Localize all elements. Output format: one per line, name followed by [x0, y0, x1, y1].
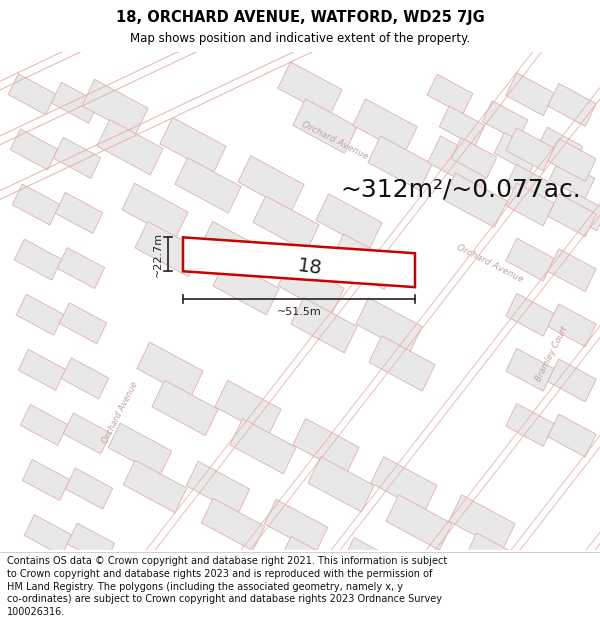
Polygon shape — [183, 238, 415, 287]
Polygon shape — [215, 381, 281, 436]
Polygon shape — [264, 499, 328, 552]
Polygon shape — [137, 342, 203, 398]
Polygon shape — [22, 459, 70, 501]
Polygon shape — [369, 336, 435, 391]
Text: 18: 18 — [296, 256, 323, 278]
Polygon shape — [548, 249, 596, 292]
Polygon shape — [238, 156, 304, 211]
Polygon shape — [439, 106, 485, 146]
Polygon shape — [428, 136, 492, 191]
Polygon shape — [122, 183, 188, 239]
Polygon shape — [201, 498, 265, 551]
Text: 18, ORCHARD AVENUE, WATFORD, WD25 7JG: 18, ORCHARD AVENUE, WATFORD, WD25 7JG — [116, 11, 484, 26]
Text: Contains OS data © Crown copyright and database right 2021. This information is : Contains OS data © Crown copyright and d… — [7, 556, 448, 618]
Polygon shape — [14, 239, 62, 280]
Polygon shape — [67, 523, 115, 564]
Polygon shape — [291, 298, 357, 353]
Polygon shape — [61, 358, 109, 399]
Polygon shape — [342, 538, 406, 590]
Polygon shape — [506, 238, 554, 281]
Polygon shape — [55, 192, 103, 234]
Polygon shape — [443, 173, 507, 228]
Text: ~51.5m: ~51.5m — [277, 308, 322, 318]
Polygon shape — [18, 349, 66, 391]
Polygon shape — [386, 495, 452, 550]
Polygon shape — [506, 183, 554, 226]
Polygon shape — [549, 159, 595, 199]
Polygon shape — [63, 413, 111, 454]
Polygon shape — [435, 612, 499, 625]
Polygon shape — [160, 118, 226, 172]
Polygon shape — [506, 404, 554, 446]
Polygon shape — [10, 129, 58, 170]
Polygon shape — [53, 138, 101, 178]
Polygon shape — [253, 196, 319, 251]
Polygon shape — [65, 468, 113, 509]
Polygon shape — [371, 457, 437, 512]
Polygon shape — [353, 99, 417, 153]
Polygon shape — [293, 99, 357, 153]
Polygon shape — [152, 381, 218, 436]
Polygon shape — [186, 461, 250, 514]
Polygon shape — [123, 460, 187, 512]
Polygon shape — [97, 119, 163, 175]
Text: Map shows position and indicative extent of the property.: Map shows position and indicative extent… — [130, 32, 470, 45]
Polygon shape — [506, 348, 554, 391]
Polygon shape — [368, 136, 432, 191]
Polygon shape — [548, 304, 596, 347]
Polygon shape — [16, 294, 64, 335]
Polygon shape — [230, 419, 296, 474]
Polygon shape — [482, 101, 528, 141]
Text: Orchard Avenue: Orchard Avenue — [101, 380, 139, 444]
Polygon shape — [59, 302, 107, 344]
Polygon shape — [451, 138, 497, 178]
Polygon shape — [279, 536, 343, 589]
Polygon shape — [357, 574, 421, 625]
Polygon shape — [548, 414, 596, 457]
Polygon shape — [82, 79, 148, 134]
Polygon shape — [494, 132, 540, 173]
Polygon shape — [506, 293, 554, 336]
Text: ~312m²/~0.077ac.: ~312m²/~0.077ac. — [340, 177, 581, 202]
Polygon shape — [213, 259, 279, 315]
Polygon shape — [308, 457, 374, 512]
Polygon shape — [548, 83, 596, 126]
Polygon shape — [293, 419, 359, 474]
Polygon shape — [108, 423, 172, 476]
Polygon shape — [561, 191, 600, 231]
Polygon shape — [175, 158, 241, 213]
Polygon shape — [548, 194, 596, 236]
Polygon shape — [506, 128, 554, 171]
Polygon shape — [278, 62, 342, 116]
Text: Orchard Avenue: Orchard Avenue — [455, 243, 525, 284]
Polygon shape — [506, 73, 554, 116]
Polygon shape — [427, 74, 473, 114]
Polygon shape — [331, 234, 397, 289]
Polygon shape — [24, 514, 72, 556]
Polygon shape — [449, 495, 515, 550]
Polygon shape — [506, 164, 552, 204]
Polygon shape — [200, 221, 266, 277]
Polygon shape — [537, 127, 583, 168]
Polygon shape — [135, 221, 201, 277]
Polygon shape — [420, 576, 484, 625]
Text: ~22.7m: ~22.7m — [153, 232, 163, 277]
Polygon shape — [12, 184, 60, 225]
Polygon shape — [8, 74, 56, 115]
Polygon shape — [356, 298, 422, 353]
Polygon shape — [51, 82, 99, 123]
Polygon shape — [498, 614, 562, 625]
Polygon shape — [278, 259, 344, 315]
Polygon shape — [57, 248, 105, 289]
Text: Orchard Avenue: Orchard Avenue — [300, 120, 370, 162]
Polygon shape — [548, 139, 596, 181]
Polygon shape — [464, 533, 530, 588]
Polygon shape — [316, 194, 382, 249]
Text: Bramley Court: Bramley Court — [534, 325, 570, 383]
Polygon shape — [548, 359, 596, 402]
Polygon shape — [20, 404, 68, 446]
